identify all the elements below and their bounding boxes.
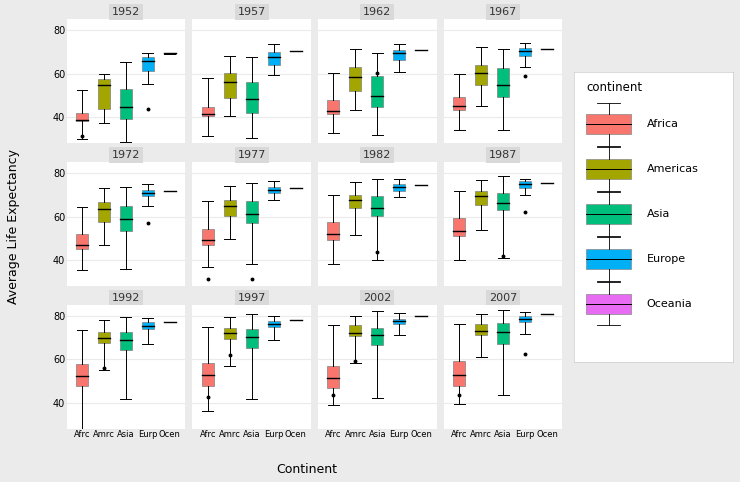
Bar	[120, 333, 132, 350]
Bar	[98, 79, 110, 108]
Bar	[202, 362, 214, 386]
Title: 1962: 1962	[363, 7, 391, 17]
Bar	[202, 229, 214, 245]
Title: 1972: 1972	[112, 150, 140, 160]
Bar	[202, 107, 214, 116]
Title: 1987: 1987	[489, 150, 517, 160]
Title: 1952: 1952	[112, 7, 140, 17]
Text: Africa: Africa	[647, 120, 679, 129]
Bar	[349, 325, 361, 336]
Title: 1982: 1982	[363, 150, 391, 160]
Bar	[349, 67, 361, 91]
Bar	[268, 187, 280, 193]
Text: Asia: Asia	[647, 209, 670, 219]
Bar	[586, 114, 630, 134]
Bar	[349, 195, 361, 208]
Bar	[120, 89, 132, 119]
Bar	[268, 321, 280, 327]
Bar	[497, 68, 509, 97]
Bar	[76, 363, 88, 386]
Bar	[497, 323, 509, 344]
Bar	[223, 328, 236, 339]
Bar	[519, 48, 531, 56]
Text: Average Life Expectancy: Average Life Expectancy	[7, 149, 20, 304]
Bar	[586, 294, 630, 314]
Bar	[246, 201, 258, 223]
Bar	[371, 196, 383, 216]
Title: 1997: 1997	[238, 293, 266, 303]
Bar	[497, 193, 509, 210]
Text: Europe: Europe	[647, 254, 686, 264]
Bar	[586, 204, 630, 224]
Bar	[586, 249, 630, 269]
Bar	[393, 50, 406, 60]
Bar	[586, 159, 630, 179]
Bar	[519, 181, 531, 188]
Bar	[76, 113, 88, 120]
Title: 1977: 1977	[238, 150, 266, 160]
Bar	[475, 65, 487, 85]
Bar	[246, 82, 258, 113]
Text: Americas: Americas	[647, 164, 699, 174]
Bar	[268, 52, 280, 65]
Bar	[223, 73, 236, 98]
Bar	[393, 184, 406, 190]
Bar	[327, 100, 340, 114]
Title: 2007: 2007	[489, 293, 517, 303]
Title: 1957: 1957	[238, 7, 266, 17]
Bar	[371, 328, 383, 345]
Bar	[142, 322, 154, 329]
Bar	[76, 234, 88, 249]
Bar	[246, 329, 258, 348]
Bar	[371, 76, 383, 107]
Bar	[142, 190, 154, 196]
Bar	[98, 202, 110, 222]
Bar	[519, 316, 531, 322]
Bar	[327, 366, 340, 388]
Bar	[98, 332, 110, 343]
Bar	[393, 319, 406, 324]
Bar	[475, 191, 487, 205]
Bar	[327, 222, 340, 240]
Bar	[453, 361, 465, 386]
Bar	[164, 53, 176, 54]
Bar	[142, 57, 154, 71]
Bar	[120, 206, 132, 231]
Bar	[223, 200, 236, 215]
Title: 1992: 1992	[112, 293, 140, 303]
Bar	[453, 97, 465, 110]
Title: 1967: 1967	[489, 7, 517, 17]
Text: Continent: Continent	[277, 464, 337, 476]
Bar	[453, 218, 465, 236]
Title: 2002: 2002	[363, 293, 391, 303]
Text: continent: continent	[586, 81, 642, 94]
Text: Oceania: Oceania	[647, 299, 693, 308]
Bar	[475, 324, 487, 335]
